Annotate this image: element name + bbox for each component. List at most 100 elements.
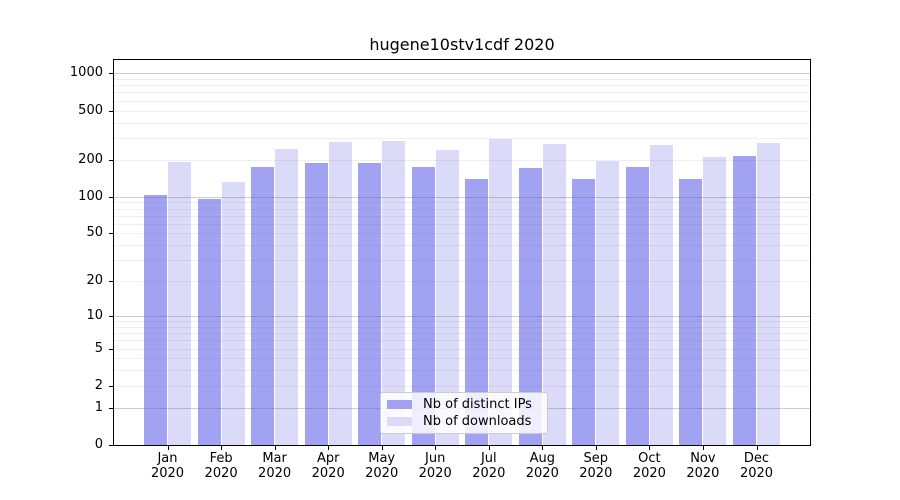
legend-item-downloads: Nb of downloads (387, 414, 541, 429)
grid-layer (114, 60, 810, 445)
bar-downloads-aug (542, 144, 566, 445)
minor-gridline (114, 370, 810, 372)
x-tick-month: Dec (743, 451, 770, 466)
x-tick-label-sep: Sep 2020 (556, 451, 636, 481)
legend-item-distinct-ips: Nb of distinct IPs (387, 397, 541, 412)
bar-distinct-ips-feb (197, 199, 221, 445)
x-tick-month: Jan (157, 451, 178, 466)
minor-gridline (114, 208, 810, 210)
x-tick-mark (488, 446, 490, 450)
bars-layer (114, 60, 810, 445)
x-tick-mark (167, 446, 169, 450)
x-tick-month: Apr (316, 451, 340, 466)
legend-label-downloads: Nb of downloads (423, 414, 532, 429)
x-tick-label-aug: Aug 2020 (502, 451, 582, 481)
x-tick-year: 2020 (418, 466, 452, 481)
y-tick-label-200: 200 (78, 151, 103, 167)
y-tick-mark (109, 407, 113, 409)
minor-gridline (114, 159, 810, 161)
y-tick-mark (109, 110, 113, 112)
x-tick-label-dec: Dec 2020 (717, 451, 797, 481)
major-gridline (114, 73, 810, 75)
minor-gridline (114, 85, 810, 87)
x-tick-year: 2020 (739, 466, 774, 481)
x-tick-label-jan: Jan 2020 (128, 451, 208, 481)
bar-distinct-ips-oct (625, 166, 649, 445)
y-tick-mark (109, 196, 113, 198)
bar-downloads-jul (489, 139, 513, 445)
x-tick-label-feb: Feb 2020 (181, 451, 261, 481)
x-tick-mark (274, 446, 276, 450)
y-tick-label-1000: 1000 (69, 65, 103, 81)
minor-gridline (114, 215, 810, 217)
minor-gridline (114, 260, 810, 262)
x-tick-month: Nov (690, 451, 716, 466)
legend-swatch-distinct-ips (387, 400, 412, 409)
bar-distinct-ips-may (358, 162, 382, 445)
x-tick-label-nov: Nov 2020 (663, 451, 743, 481)
y-tick-label-50: 50 (86, 225, 103, 241)
minor-gridline (114, 100, 810, 102)
x-tick-mark (542, 446, 544, 450)
minor-gridline (114, 321, 810, 323)
bar-distinct-ips-jan (144, 194, 167, 445)
bar-downloads-oct (649, 145, 673, 445)
bar-distinct-ips-sep (572, 179, 596, 445)
minor-gridline (114, 358, 810, 360)
x-tick-label-apr: Apr 2020 (288, 451, 368, 481)
y-tick-mark (109, 159, 113, 161)
y-tick-mark (109, 445, 113, 446)
bar-downloads-feb (221, 181, 245, 445)
x-tick-label-may: May 2020 (342, 451, 422, 481)
x-tick-label-jul: Jul 2020 (449, 451, 529, 481)
bar-distinct-ips-jun (411, 167, 435, 445)
chart-title: hugene10stv1cdf 2020 (369, 35, 555, 54)
x-tick-mark (435, 446, 437, 450)
bar-distinct-ips-apr (304, 163, 328, 445)
x-tick-mark (595, 446, 597, 450)
bar-downloads-apr (328, 141, 352, 445)
minor-gridline (114, 245, 810, 247)
x-tick-year: 2020 (579, 466, 613, 481)
x-tick-label-jun: Jun 2020 (395, 451, 475, 481)
minor-gridline (114, 385, 810, 387)
x-tick-year: 2020 (204, 466, 238, 481)
y-tick-label-100: 100 (78, 188, 103, 204)
x-tick-mark (328, 446, 330, 450)
x-tick-year: 2020 (525, 466, 559, 481)
bar-downloads-may (382, 140, 406, 445)
x-tick-month: Jun (425, 451, 446, 466)
x-tick-month: Mar (262, 451, 287, 466)
y-tick-mark (109, 385, 113, 387)
bar-downloads-mar (275, 148, 299, 445)
bar-downloads-nov (703, 157, 727, 445)
legend-label-distinct-ips: Nb of distinct IPs (423, 397, 532, 412)
x-tick-mark (649, 446, 651, 450)
legend-swatch-downloads (387, 417, 412, 426)
y-tick-mark (109, 348, 113, 350)
x-tick-year: 2020 (632, 466, 666, 481)
minor-gridline (114, 78, 810, 80)
minor-gridline (114, 333, 810, 335)
y-tick-label-2: 2 (94, 377, 103, 393)
y-tick-label-10: 10 (86, 308, 103, 323)
minor-gridline (114, 233, 810, 235)
x-tick-month: Oct (638, 451, 661, 466)
y-tick-mark (109, 281, 113, 283)
x-tick-mark (756, 446, 758, 450)
minor-gridline (114, 110, 810, 112)
y-tick-label-20: 20 (86, 273, 103, 289)
minor-gridline (114, 92, 810, 94)
x-tick-month: Jul (480, 451, 497, 466)
x-tick-month: Sep (583, 451, 609, 466)
minor-gridline (114, 348, 810, 350)
y-tick-label-1: 1 (94, 399, 103, 415)
minor-gridline (114, 326, 810, 328)
y-tick-mark (109, 316, 113, 317)
x-tick-mark (221, 446, 223, 450)
minor-gridline (114, 281, 810, 283)
minor-gridline (114, 202, 810, 204)
y-tick-label-500: 500 (78, 102, 103, 118)
x-tick-label-oct: Oct 2020 (609, 451, 689, 481)
bar-downloads-jan (168, 161, 191, 445)
